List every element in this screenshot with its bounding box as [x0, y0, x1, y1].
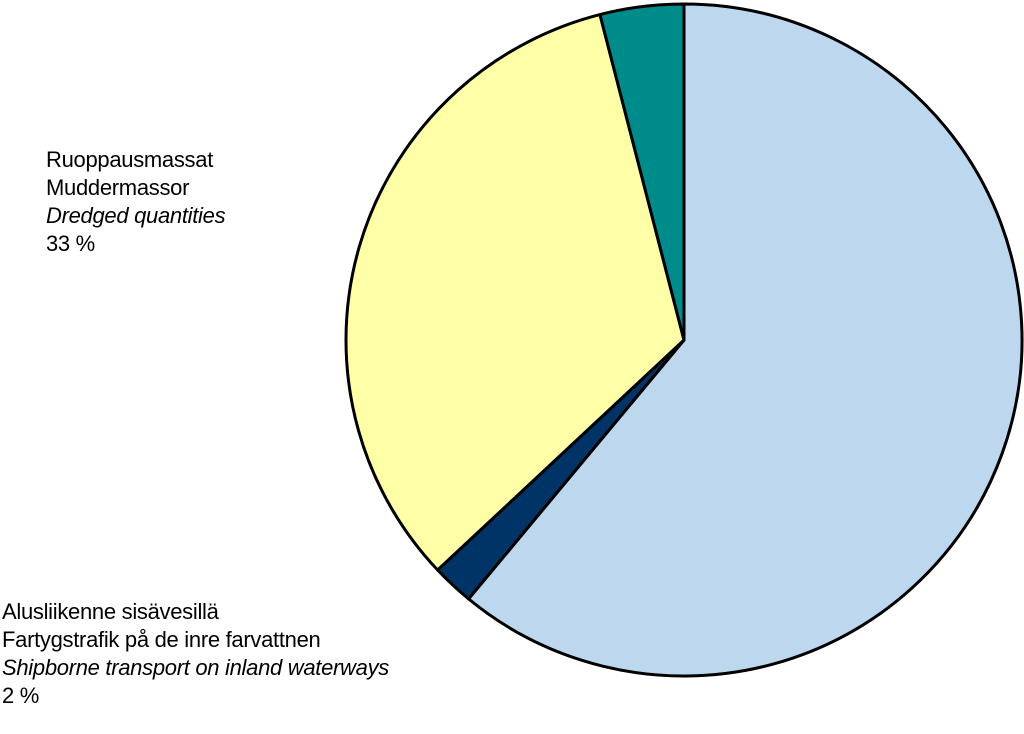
label-inland-en: Shipborne transport on inland waterways — [2, 655, 389, 680]
label-dredged-quantities: Ruoppausmassat Muddermassor Dredged quan… — [46, 146, 226, 258]
label-inland-shipborne: Alusliikenne sisävesillä Fartygstrafik p… — [2, 598, 389, 710]
label-dredged-en: Dredged quantities — [46, 203, 226, 228]
label-inland-sv: Fartygstrafik på de inre farvattnen — [2, 627, 321, 652]
label-inland-fi: Alusliikenne sisävesillä — [2, 599, 219, 624]
label-dredged-sv: Muddermassor — [46, 175, 190, 200]
slice-light-blue — [467, 2, 1024, 678]
label-dredged-fi: Ruoppausmassat — [46, 147, 214, 172]
slice-dredged-quantities — [344, 13, 686, 572]
label-inland-value: 2 % — [2, 683, 40, 708]
slice-teal — [598, 2, 686, 342]
label-dredged-value: 33 % — [46, 231, 95, 256]
